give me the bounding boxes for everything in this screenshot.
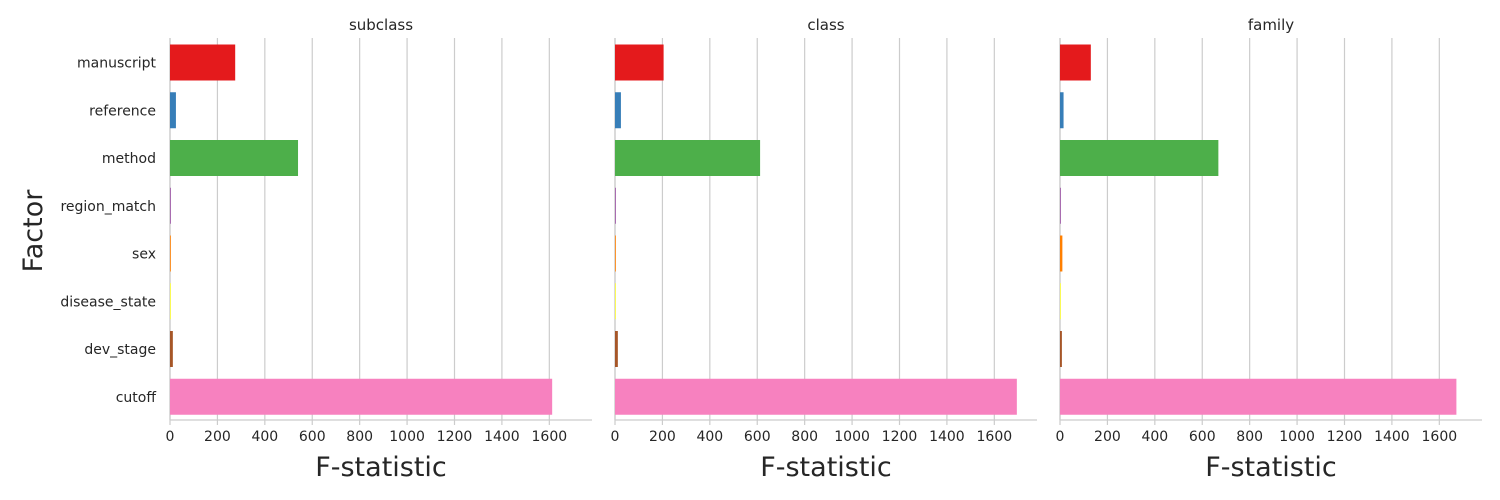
x-tick-label: 0 [611, 429, 620, 445]
x-tick-label: 1000 [1279, 429, 1315, 445]
panel-title: family [1248, 16, 1294, 34]
x-tick-label: 1600 [977, 429, 1013, 445]
x-tick-label: 400 [696, 429, 723, 445]
panel-title: class [807, 16, 844, 34]
x-tick-label: 600 [299, 429, 326, 445]
x-tick-label: 400 [251, 429, 278, 445]
bar-cutoff [615, 378, 1017, 415]
bar-region_match [1060, 187, 1061, 224]
panel-title: subclass [349, 16, 413, 34]
bar-sex [615, 235, 616, 272]
bar-dev_stage [615, 331, 618, 367]
bar-sex [1060, 235, 1063, 272]
x-axis-label: F-statistic [315, 452, 447, 483]
x-tick-label: 1200 [1327, 429, 1363, 445]
bar-reference [170, 92, 176, 129]
x-tick-label: 200 [649, 429, 676, 445]
y-tick-label: disease_state [60, 294, 156, 310]
x-tick-label: 1400 [929, 429, 965, 445]
bar-reference [1060, 92, 1064, 129]
x-tick-label: 1000 [389, 429, 425, 445]
y-axis-label: Factor [18, 189, 49, 273]
x-tick-label: 1000 [834, 429, 870, 445]
bar-region_match [615, 187, 616, 224]
x-tick-label: 1200 [882, 429, 918, 445]
bar-method [1060, 140, 1219, 176]
y-tick-label: dev_stage [84, 342, 156, 358]
panels: manuscript reference method region_matchsex… [60, 16, 1482, 483]
bar-disease_state [1060, 283, 1061, 320]
x-tick-label: 600 [1189, 429, 1216, 445]
y-tick-label: region_match [60, 199, 156, 215]
bar-cutoff [170, 378, 553, 415]
x-tick-label: 600 [744, 429, 771, 445]
bar-manuscript [615, 44, 664, 81]
x-tick-label: 800 [1236, 429, 1263, 445]
y-tick-label: manuscript [77, 56, 156, 72]
x-axis-label: F-statistic [760, 452, 892, 483]
bar-method [170, 140, 299, 176]
bar-cutoff [1060, 378, 1457, 415]
x-tick-label: 800 [791, 429, 818, 445]
x-tick-label: 1400 [484, 429, 520, 445]
x-tick-label: 1400 [1374, 429, 1410, 445]
x-tick-label: 1200 [437, 429, 473, 445]
x-tick-label: 800 [346, 429, 373, 445]
x-tick-label: 0 [1056, 429, 1065, 445]
panel-class: 0 200 400 600 800 1000 1200 1400 1600 class F-stat… [611, 16, 1037, 483]
x-tick-label: 0 [166, 429, 175, 445]
bar-disease_state [615, 283, 616, 320]
bar-dev_stage [170, 331, 173, 367]
bar-reference [615, 92, 621, 129]
y-tick-label: reference [89, 103, 156, 119]
bar-disease_state [170, 283, 171, 320]
x-tick-label: 1600 [532, 429, 568, 445]
x-tick-label: 200 [1094, 429, 1121, 445]
y-tick-label: method [102, 151, 156, 167]
bar-dev_stage [1060, 331, 1062, 367]
x-tick-label: 200 [204, 429, 231, 445]
x-tick-label: 400 [1141, 429, 1168, 445]
panel-family: 0 200 400 600 800 1000 1200 1400 1600 family F-sta… [1056, 16, 1482, 483]
bar-manuscript [170, 44, 236, 81]
panel-subclass: manuscript reference method region_matchsex… [60, 16, 592, 483]
x-tick-label: 1600 [1422, 429, 1458, 445]
y-tick-label: sex [132, 247, 156, 263]
y-tick-label: cutoff [116, 390, 157, 406]
bar-method [615, 140, 761, 176]
bar-region_match [170, 187, 171, 224]
x-axis-label: F-statistic [1205, 452, 1337, 483]
bar-sex [170, 235, 171, 272]
bar-manuscript [1060, 44, 1091, 81]
